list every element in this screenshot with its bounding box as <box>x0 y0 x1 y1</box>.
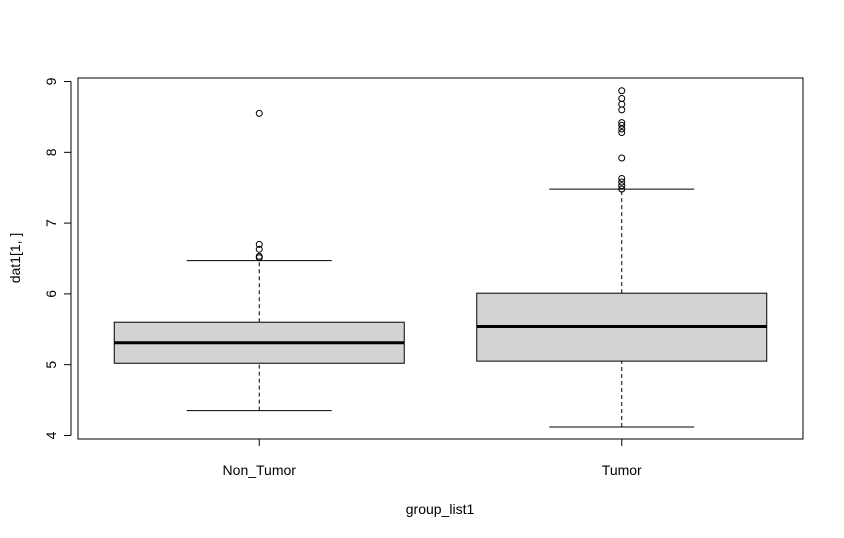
outlier-point <box>618 100 626 108</box>
outlier-point <box>618 175 626 183</box>
x-axis-label: group_list1 <box>406 501 475 517</box>
y-tick-label: 4 <box>43 431 59 439</box>
outlier-point <box>618 87 626 95</box>
y-tick-label: 6 <box>43 290 59 298</box>
outlier-point <box>618 106 626 114</box>
outlier-point <box>618 119 626 127</box>
x-tick-label: Tumor <box>602 462 642 478</box>
boxes <box>113 87 768 428</box>
plot-area-frame <box>77 77 804 440</box>
outlier-point <box>255 245 263 253</box>
y-axis-label: dat1[1, ] <box>7 233 23 284</box>
outlier-point <box>255 109 263 117</box>
outlier-point <box>618 185 626 193</box>
outlier-point <box>618 154 626 162</box>
box-group-non-tumor <box>113 109 405 412</box>
outlier-point <box>618 182 626 190</box>
outlier-point <box>618 129 626 137</box>
y-tick-label: 9 <box>43 77 59 85</box>
outlier-point <box>618 178 626 186</box>
y-tick-label: 5 <box>43 361 59 369</box>
outlier-point <box>255 240 263 248</box>
y-tick-label: 8 <box>43 148 59 156</box>
outlier-point <box>618 121 626 129</box>
box-group-tumor <box>476 87 768 428</box>
y-axis: 4 5 6 7 8 9 <box>43 77 72 439</box>
x-tick-label: Non_Tumor <box>223 462 297 478</box>
x-axis: Non_Tumor Tumor <box>223 438 642 478</box>
outlier-point <box>255 252 263 260</box>
y-tick-label: 7 <box>43 219 59 227</box>
outlier-point <box>618 95 626 103</box>
